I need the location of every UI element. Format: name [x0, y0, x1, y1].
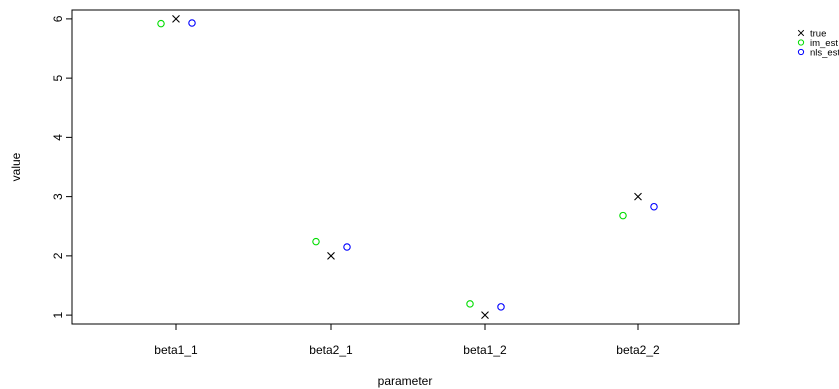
point-nls_est [650, 202, 658, 211]
point-nls_est [343, 243, 351, 251]
point-im_est [312, 237, 320, 246]
legend-label: im_est [810, 38, 838, 49]
plot-frame [71, 9, 740, 325]
point-true [172, 14, 180, 23]
legend-swatch-im_est [797, 39, 805, 46]
point-true [634, 192, 642, 201]
x-axis: beta1_1 beta2_1 beta1_2 beta2_2 [154, 324, 660, 357]
data-points [157, 14, 658, 320]
point-nls_est [497, 303, 505, 311]
point-true [327, 251, 335, 260]
point-im_est [619, 211, 627, 220]
legend-label: nls_est [810, 48, 839, 59]
x-tick-label: beta2_2 [616, 343, 660, 357]
point-nls_est [188, 19, 196, 27]
y-tick-label: 6 [51, 15, 65, 22]
point-cross-stroke [634, 192, 642, 201]
point-im_est [157, 19, 165, 28]
point-cross-stroke [172, 14, 180, 23]
point-cross-stroke [327, 251, 335, 260]
x-tick-label: beta1_2 [463, 343, 507, 357]
x-tick-label: beta2_1 [309, 343, 353, 357]
y-tick-label: 2 [51, 252, 65, 259]
y-tick-label: 5 [51, 74, 65, 81]
y-tick-label: 4 [51, 134, 65, 141]
y-tick-label: 1 [51, 311, 65, 318]
legend-cross-stroke [797, 29, 805, 37]
y-axis-label: value [9, 152, 23, 181]
x-axis-label: parameter [378, 374, 433, 388]
y-axis: 1 2 3 4 5 6 [51, 15, 72, 318]
legend-swatch-true [797, 29, 805, 37]
point-true [481, 311, 489, 320]
y-tick-label: 3 [51, 193, 65, 200]
point-im_est [466, 300, 474, 308]
x-tick-label: beta1_1 [154, 343, 198, 357]
point-cross-stroke [481, 311, 489, 320]
legend-label: true [810, 29, 826, 40]
legend-swatch-nls_est [797, 48, 805, 56]
